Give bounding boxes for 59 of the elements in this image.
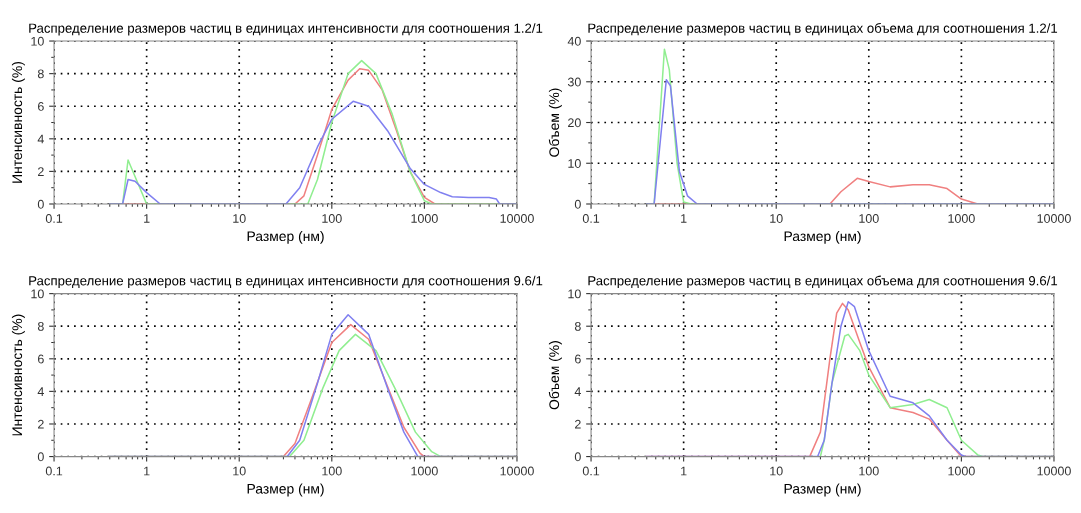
x-tick-label: 1: [681, 214, 687, 223]
x-axis-title: Размер (нм): [784, 230, 861, 244]
x-tick-label: 10000: [500, 214, 534, 223]
y-axis-title: Объем (%): [548, 341, 562, 410]
chart-title: Распределение размеров частиц в единицах интенсивности для соотношения 1.2/1: [29, 23, 543, 36]
y-tick-label: 8: [37, 69, 44, 79]
y-tick-label: 10: [568, 159, 581, 168]
y-tick-label: 4: [37, 134, 44, 144]
y-tick-label: 2: [38, 167, 44, 176]
y-tick-label: 2: [38, 419, 44, 429]
y-tick-label: 6: [575, 354, 581, 364]
x-tick-label: 1: [144, 466, 150, 476]
x-tick-label: 0.1: [45, 466, 63, 476]
chart-title: Распределение размеров частиц в единицах интенсивности для соотношения 9.6/1: [29, 275, 543, 289]
y-tick-label: 0: [37, 452, 44, 462]
y-tick-label: 0: [574, 452, 581, 462]
x-tick-label: 1000: [411, 466, 438, 476]
x-tick-label: 1: [144, 214, 150, 223]
y-tick-label: 40: [567, 36, 581, 46]
x-tick-label: 10000: [500, 466, 534, 476]
x-tick-label: 10: [233, 466, 246, 476]
y-tick-label: 8: [574, 322, 581, 331]
x-tick-label: 1000: [411, 214, 438, 223]
x-tick-label: 0.1: [582, 214, 600, 223]
y-axis-title: Интенсивность (%): [11, 314, 25, 436]
y-axis-title: Объем (%): [548, 88, 562, 157]
chart-title: Распределение размеров частиц в единицах объема для соотношения 1.2/1: [588, 23, 1058, 36]
x-axis-title: Размер (нм): [247, 483, 324, 497]
x-tick-label: 10000: [1037, 214, 1071, 223]
x-tick-label: 100: [322, 214, 342, 223]
x-tick-label: 100: [859, 214, 879, 223]
x-axis-title: Размер (нм): [784, 483, 861, 497]
y-tick-label: 6: [38, 354, 44, 364]
y-tick-label: 30: [567, 77, 581, 87]
y-axis-title: Интенсивность (%): [11, 62, 25, 183]
y-tick-label: 6: [38, 102, 44, 111]
y-tick-label: 10: [568, 289, 581, 299]
x-tick-label: 10: [233, 214, 246, 223]
chart-title: Распределение размеров частиц в единицах объема для соотношения 9.6/1: [588, 275, 1058, 289]
x-tick-label: 1000: [948, 214, 975, 223]
x-tick-label: 100: [859, 466, 879, 476]
y-tick-label: 20: [568, 118, 581, 128]
x-axis-title: Размер (нм): [247, 230, 324, 244]
y-tick-label: 10: [31, 289, 44, 299]
y-tick-label: 4: [37, 387, 44, 396]
x-tick-label: 10000: [1037, 466, 1071, 476]
x-tick-label: 1: [681, 466, 687, 476]
x-tick-label: 10: [770, 466, 783, 476]
y-tick-label: 4: [574, 387, 581, 396]
x-tick-label: 0.1: [582, 466, 600, 476]
x-tick-label: 10: [770, 214, 783, 223]
x-tick-label: 1000: [948, 466, 975, 476]
y-tick-label: 2: [575, 419, 581, 429]
y-tick-label: 0: [37, 199, 44, 209]
y-tick-label: 8: [37, 322, 44, 331]
x-tick-label: 0.1: [45, 214, 63, 223]
x-tick-label: 100: [322, 466, 342, 476]
y-tick-label: 0: [574, 199, 581, 209]
y-tick-label: 10: [31, 36, 44, 46]
